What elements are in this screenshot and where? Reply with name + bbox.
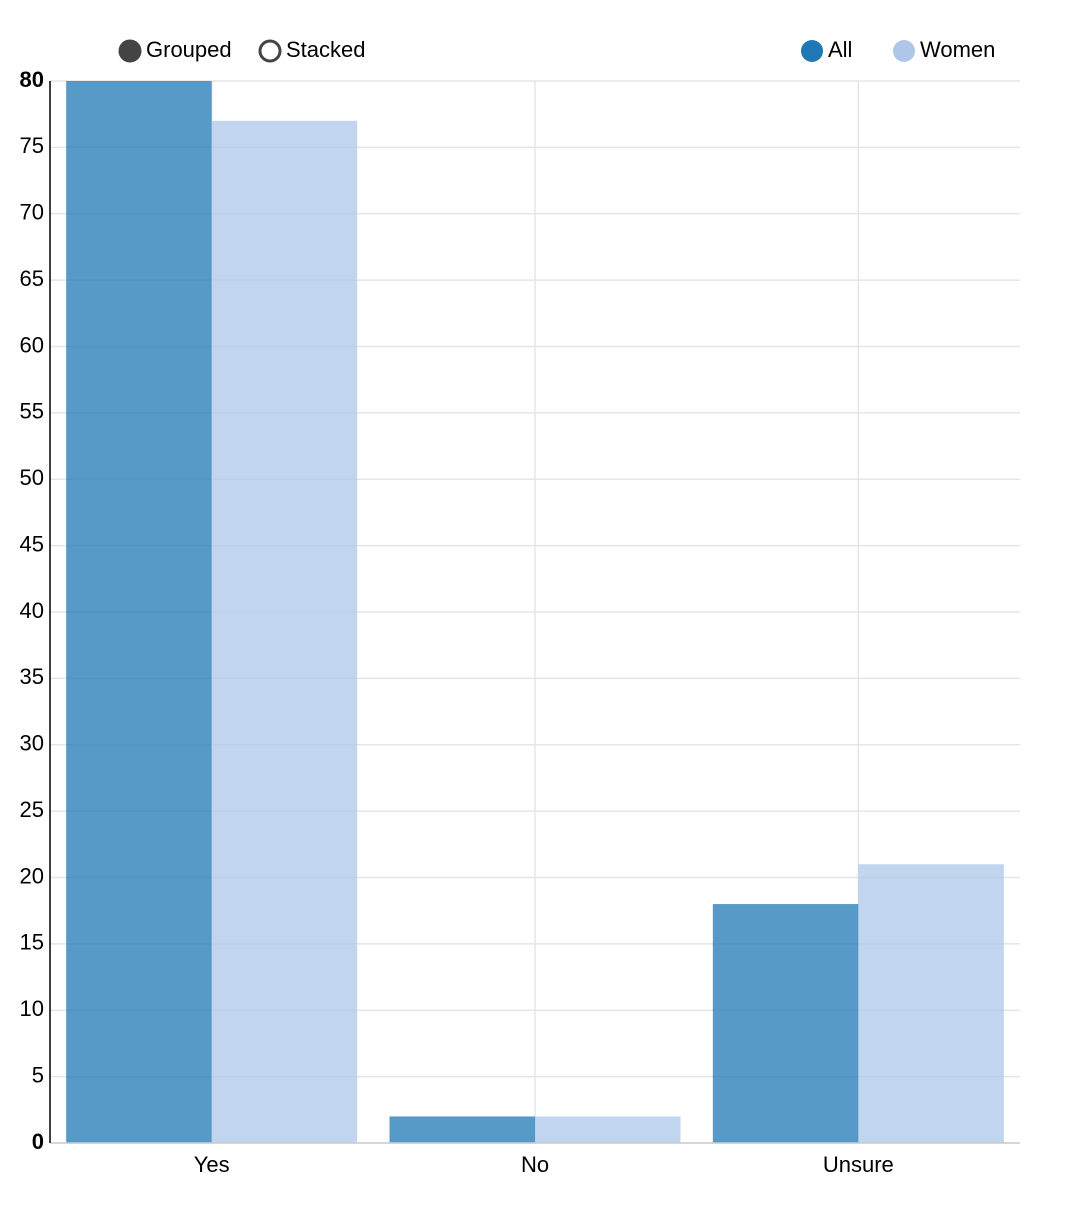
x-tick-label: Unsure: [823, 1152, 894, 1177]
bar: [858, 864, 1004, 1143]
bar: [211, 120, 358, 1143]
legend-label[interactable]: Women: [920, 37, 995, 62]
y-tick-label: 25: [20, 797, 44, 822]
control-radio[interactable]: [258, 39, 282, 63]
y-tick-label: 20: [20, 863, 44, 888]
legend-swatch[interactable]: [801, 40, 823, 62]
y-tick-label: 50: [20, 465, 44, 490]
legend-swatch[interactable]: [893, 40, 915, 62]
x-tick-label: No: [521, 1152, 549, 1177]
y-tick-label: 55: [20, 399, 44, 424]
bar: [535, 1116, 681, 1143]
y-tick-label: 35: [20, 664, 44, 689]
control-label[interactable]: Grouped: [146, 37, 232, 62]
y-tick-label: 5: [32, 1062, 44, 1087]
y-tick-label: 80: [20, 67, 44, 92]
bar: [712, 904, 859, 1143]
bar: [66, 81, 212, 1143]
control-radio[interactable]: [118, 39, 142, 63]
control-label[interactable]: Stacked: [286, 37, 366, 62]
y-tick-label: 10: [20, 996, 44, 1021]
y-tick-label: 40: [20, 598, 44, 623]
y-tick-label: 75: [20, 133, 44, 158]
y-tick-label: 45: [20, 531, 44, 556]
y-tick-label: 30: [20, 731, 44, 756]
legend-label[interactable]: All: [828, 37, 852, 62]
y-tick-label: 0: [32, 1129, 44, 1154]
x-tick-label: Yes: [194, 1152, 230, 1177]
y-tick-label: 15: [20, 930, 44, 955]
y-tick-label: 60: [20, 332, 44, 357]
bar: [389, 1116, 535, 1143]
y-tick-label: 70: [20, 200, 44, 225]
y-tick-label: 65: [20, 266, 44, 291]
